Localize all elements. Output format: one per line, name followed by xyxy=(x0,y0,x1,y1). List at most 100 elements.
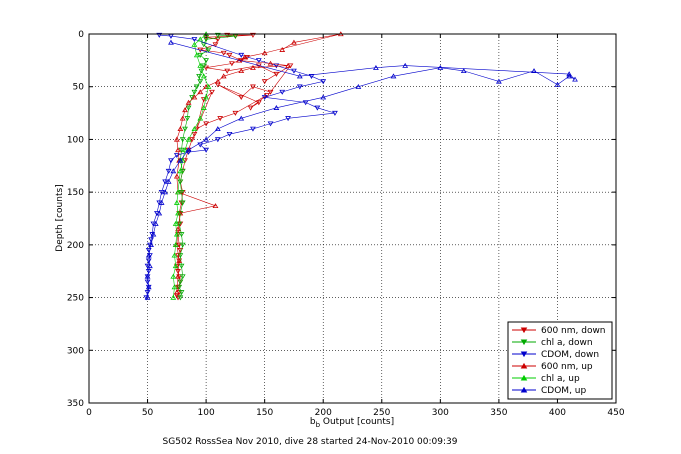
data-point xyxy=(179,200,186,206)
data-point xyxy=(196,74,202,79)
data-point xyxy=(267,60,274,66)
data-point xyxy=(250,32,256,38)
data-point xyxy=(200,73,207,79)
data-point xyxy=(172,263,179,269)
data-point xyxy=(200,63,207,69)
series-1 xyxy=(176,32,239,301)
data-point xyxy=(156,32,163,38)
data-point xyxy=(320,79,327,85)
data-point xyxy=(197,115,204,121)
data-point xyxy=(255,58,262,64)
data-point xyxy=(205,47,212,53)
data-point xyxy=(176,284,183,290)
data-point xyxy=(144,279,151,285)
legend-item: 600 nm, down xyxy=(512,326,606,336)
data-point xyxy=(191,37,198,43)
data-point xyxy=(261,95,268,101)
data-point xyxy=(175,273,181,279)
x-axis-label-main: b xyxy=(310,417,316,427)
data-point xyxy=(177,295,184,301)
data-point xyxy=(176,257,183,263)
data-point xyxy=(238,52,245,58)
data-point xyxy=(162,189,169,195)
legend-label: 600 nm, up xyxy=(541,362,593,372)
data-point xyxy=(197,89,204,95)
data-point xyxy=(178,263,185,269)
data-point xyxy=(165,168,172,174)
data-point xyxy=(279,47,286,52)
data-point xyxy=(572,76,578,82)
data-point xyxy=(177,279,184,285)
data-point xyxy=(531,68,537,74)
data-point xyxy=(209,89,215,95)
data-point xyxy=(145,252,152,258)
data-point xyxy=(148,242,154,248)
legend-item: CDOM, down xyxy=(512,350,599,360)
data-point xyxy=(168,158,174,164)
data-point xyxy=(171,284,178,290)
data-point xyxy=(175,269,181,274)
data-point xyxy=(143,295,150,301)
legend-item: 600 nm, up xyxy=(512,362,593,372)
legend-marker xyxy=(520,339,528,346)
data-point xyxy=(156,210,163,216)
data-point xyxy=(373,64,379,70)
data-point xyxy=(296,73,303,79)
y-tick-label: 150 xyxy=(67,188,84,198)
data-point xyxy=(193,52,200,58)
legend-box xyxy=(507,321,613,400)
y-tick-label: 0 xyxy=(78,30,84,40)
data-point xyxy=(390,73,397,79)
data-point xyxy=(173,136,180,142)
legend-label: 600 nm, down xyxy=(541,326,606,336)
data-point xyxy=(203,65,210,71)
data-series xyxy=(143,31,578,301)
data-point xyxy=(193,84,200,90)
legend-item: CDOM, up xyxy=(512,386,586,396)
data-point xyxy=(203,136,210,142)
data-point xyxy=(224,68,231,74)
data-point xyxy=(191,41,198,47)
data-point xyxy=(177,157,184,163)
data-point xyxy=(255,100,262,106)
data-point xyxy=(158,189,165,195)
data-point xyxy=(172,242,179,248)
data-point xyxy=(241,54,248,60)
data-point xyxy=(214,126,221,132)
x-axis-label: bb Output [counts] xyxy=(310,417,394,429)
data-point xyxy=(178,189,185,195)
data-point xyxy=(197,52,204,58)
data-point xyxy=(228,61,235,67)
legend-label: chl a, up xyxy=(541,374,580,384)
data-point xyxy=(250,126,256,132)
data-point xyxy=(191,89,198,95)
legend-item: chl a, down xyxy=(512,338,593,348)
legend: 600 nm, down chl a, down CDOM, down 600 nm,… xyxy=(507,321,613,400)
data-point xyxy=(173,153,180,159)
data-point xyxy=(145,284,152,290)
legend-label: chl a, down xyxy=(541,338,593,348)
data-point xyxy=(182,147,188,153)
data-point xyxy=(175,189,181,195)
series-2 xyxy=(143,32,338,301)
data-point xyxy=(205,83,212,89)
data-point xyxy=(226,52,233,58)
data-point xyxy=(200,42,207,48)
data-point xyxy=(175,226,181,232)
data-point xyxy=(182,107,188,113)
data-point xyxy=(203,58,210,64)
plot-frame xyxy=(88,33,617,404)
data-point xyxy=(224,32,231,38)
legend-marker xyxy=(520,351,528,358)
data-point xyxy=(296,84,303,90)
data-point xyxy=(212,203,219,209)
data-point xyxy=(158,199,165,205)
data-point xyxy=(189,137,195,143)
data-point xyxy=(314,105,321,111)
data-point xyxy=(238,68,245,74)
data-point xyxy=(185,147,192,153)
x-tick-label: 450 xyxy=(607,408,624,418)
data-point xyxy=(185,136,192,142)
y-tick-label: 250 xyxy=(67,294,84,304)
data-point xyxy=(145,269,152,274)
